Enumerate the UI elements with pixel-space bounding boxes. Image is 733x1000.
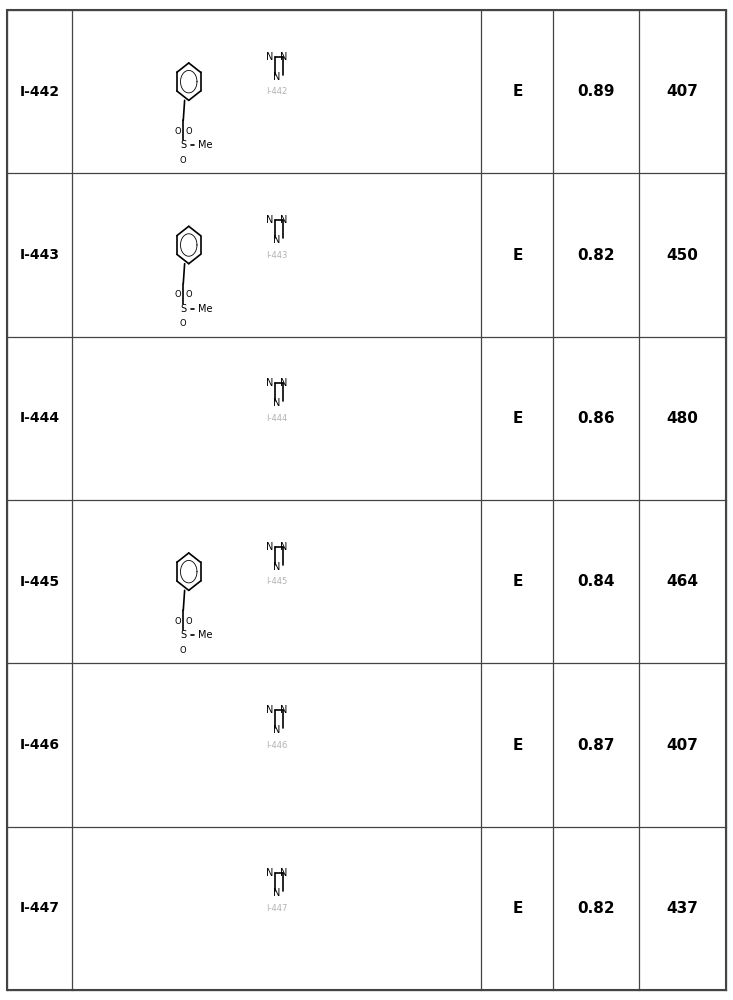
Text: E: E xyxy=(512,411,523,426)
Text: S: S xyxy=(180,140,186,150)
Text: 407: 407 xyxy=(666,738,699,752)
Text: I-443: I-443 xyxy=(20,248,59,262)
Text: I-442: I-442 xyxy=(20,85,59,99)
Text: Me: Me xyxy=(198,304,213,314)
Text: N: N xyxy=(265,868,273,878)
Text: N: N xyxy=(280,868,288,878)
Text: I-444: I-444 xyxy=(20,411,59,425)
Text: N: N xyxy=(273,72,281,82)
Text: O: O xyxy=(185,617,192,626)
Text: Me: Me xyxy=(198,630,213,640)
Text: I-445: I-445 xyxy=(266,577,287,586)
Text: N: N xyxy=(265,542,273,552)
Text: 464: 464 xyxy=(666,574,699,589)
Text: 480: 480 xyxy=(666,411,699,426)
Text: N: N xyxy=(273,725,281,735)
Text: I-446: I-446 xyxy=(266,740,287,750)
Text: E: E xyxy=(512,84,523,99)
Text: O: O xyxy=(175,617,182,626)
Text: 0.89: 0.89 xyxy=(578,84,615,99)
Text: I-443: I-443 xyxy=(266,250,287,259)
Text: O: O xyxy=(185,127,192,136)
Text: N: N xyxy=(265,215,273,225)
Text: S: S xyxy=(180,630,186,640)
Text: N: N xyxy=(265,52,273,62)
Text: 450: 450 xyxy=(666,247,699,262)
Text: O: O xyxy=(185,290,192,299)
Text: N: N xyxy=(265,378,273,388)
Text: E: E xyxy=(512,738,523,752)
Text: I-444: I-444 xyxy=(266,414,287,423)
Text: N: N xyxy=(273,398,281,408)
Text: N: N xyxy=(265,705,273,715)
Text: O: O xyxy=(175,290,182,299)
Text: O: O xyxy=(175,127,182,136)
Text: 0.84: 0.84 xyxy=(578,574,615,589)
Text: I-446: I-446 xyxy=(20,738,59,752)
Text: N: N xyxy=(273,888,281,898)
Text: 407: 407 xyxy=(666,84,699,99)
Text: O: O xyxy=(180,646,187,655)
Text: 437: 437 xyxy=(666,901,699,916)
Text: I-442: I-442 xyxy=(266,87,287,96)
Text: 0.82: 0.82 xyxy=(578,247,615,262)
Text: E: E xyxy=(512,247,523,262)
Text: I-447: I-447 xyxy=(266,904,287,913)
Text: E: E xyxy=(512,574,523,589)
Text: I-445: I-445 xyxy=(20,575,59,589)
Text: S: S xyxy=(180,304,186,314)
Text: O: O xyxy=(180,156,187,165)
Text: N: N xyxy=(280,378,288,388)
Text: 0.86: 0.86 xyxy=(578,411,615,426)
Text: N: N xyxy=(280,52,288,62)
Text: 0.87: 0.87 xyxy=(578,738,615,752)
Text: N: N xyxy=(280,542,288,552)
Text: I-447: I-447 xyxy=(20,901,59,915)
Text: O: O xyxy=(180,319,187,328)
Text: E: E xyxy=(512,901,523,916)
Text: N: N xyxy=(273,562,281,572)
Text: N: N xyxy=(280,215,288,225)
Text: N: N xyxy=(280,705,288,715)
Text: Me: Me xyxy=(198,140,213,150)
Text: 0.82: 0.82 xyxy=(578,901,615,916)
Text: N: N xyxy=(273,235,281,245)
